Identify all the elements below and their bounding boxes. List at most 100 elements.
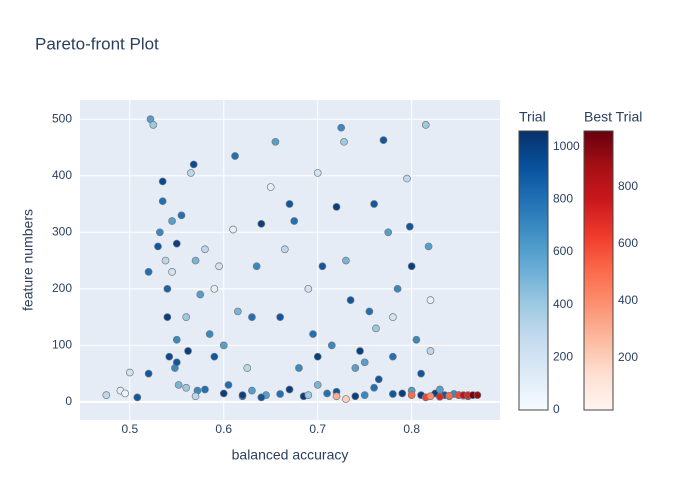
y-tick-label: 500 <box>52 111 72 125</box>
chart-title: Pareto-front Plot <box>35 34 159 53</box>
point <box>182 313 191 321</box>
point <box>231 152 239 160</box>
point <box>102 391 111 399</box>
colorbar-tick-label: 600 <box>618 236 638 250</box>
point <box>210 352 219 361</box>
colorbar <box>583 130 614 411</box>
point <box>125 368 134 377</box>
point <box>412 335 421 344</box>
plot-background <box>80 100 500 420</box>
point <box>304 284 313 293</box>
point <box>158 177 167 186</box>
point <box>168 217 176 225</box>
point <box>182 383 191 392</box>
point <box>313 381 322 389</box>
colorbar-tick-label: 0 <box>553 402 560 416</box>
point <box>201 245 209 254</box>
point <box>295 364 303 372</box>
point <box>144 268 153 276</box>
point <box>351 392 360 401</box>
point <box>372 324 380 333</box>
point <box>144 369 153 378</box>
colorbar-title: Best Trial <box>584 109 642 125</box>
colorbar-title: Trial <box>519 109 546 125</box>
point <box>224 381 233 389</box>
colorbar-tick-label: 400 <box>553 297 573 311</box>
point <box>174 381 183 389</box>
point <box>405 222 414 231</box>
point <box>426 296 435 304</box>
point <box>342 395 350 403</box>
point <box>351 364 360 372</box>
point <box>436 392 444 401</box>
point <box>370 200 378 208</box>
point <box>389 352 397 361</box>
x-tick-label: 0.7 <box>309 422 326 436</box>
point <box>201 385 209 394</box>
point <box>187 169 195 177</box>
point <box>309 330 317 338</box>
colorbar-tick-label: 200 <box>553 350 573 364</box>
point <box>154 242 162 251</box>
point <box>229 225 238 234</box>
point <box>149 121 158 129</box>
point <box>238 391 247 399</box>
point <box>426 392 435 401</box>
point <box>389 313 397 321</box>
point <box>219 341 228 350</box>
point <box>421 121 430 129</box>
point <box>215 262 223 271</box>
point <box>332 203 341 211</box>
point <box>403 174 411 183</box>
point <box>360 391 369 399</box>
point <box>285 385 294 394</box>
point <box>393 284 402 293</box>
point <box>177 211 186 220</box>
point <box>384 228 393 237</box>
point <box>248 386 256 395</box>
point <box>121 389 129 398</box>
x-tick-label: 0.8 <box>403 422 420 436</box>
colorbar-tick-label: 1000 <box>553 139 580 153</box>
point <box>172 239 181 248</box>
colorbar-tick-label: 400 <box>618 293 638 307</box>
point <box>257 393 266 402</box>
x-tick-label: 0.6 <box>215 422 232 436</box>
x-axis-title: balanced accuracy <box>232 447 349 463</box>
point <box>407 262 416 271</box>
point <box>189 160 198 169</box>
point <box>337 123 346 132</box>
point <box>407 391 416 399</box>
point <box>156 228 164 237</box>
point <box>161 256 170 265</box>
point <box>285 200 294 208</box>
point <box>389 390 397 398</box>
point <box>219 389 228 398</box>
colorbar-tick-label: 200 <box>618 350 638 364</box>
point <box>313 169 322 177</box>
point <box>318 262 327 271</box>
point <box>205 330 214 338</box>
point <box>172 358 181 367</box>
colorbar-tick-label: 800 <box>618 179 638 193</box>
point <box>327 341 336 350</box>
point <box>191 392 200 401</box>
point <box>196 290 205 299</box>
point <box>163 313 172 321</box>
colorbar-tick-label: 600 <box>553 244 573 258</box>
colorbar-tick-label: 800 <box>553 192 573 206</box>
point <box>276 313 284 321</box>
point <box>165 352 174 361</box>
point <box>398 389 407 398</box>
y-tick-label: 0 <box>65 394 72 408</box>
point <box>370 383 378 392</box>
point <box>210 284 219 293</box>
point <box>252 262 261 271</box>
point <box>379 136 388 144</box>
point <box>133 393 142 402</box>
point <box>304 391 313 399</box>
point <box>424 242 433 251</box>
point <box>266 183 275 191</box>
point <box>313 352 322 361</box>
